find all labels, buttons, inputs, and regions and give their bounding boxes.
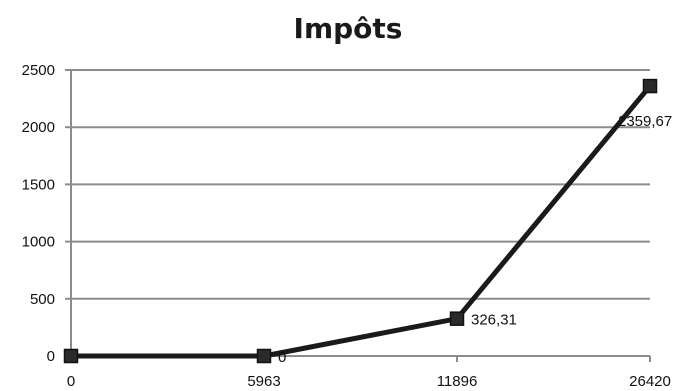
data-label: 326,31 <box>471 312 517 329</box>
series <box>63 78 658 364</box>
data-point-marker <box>63 348 79 364</box>
data-label: 2359,67 <box>618 113 672 130</box>
labels: 0 500 1000 1500 2000 2500 0 5963 11896 26420 0 326,… <box>22 62 673 390</box>
data-label: 0 <box>278 349 286 366</box>
x-tick-label: 0 <box>67 373 75 390</box>
y-tick-label: 500 <box>30 291 55 308</box>
y-tick-label: 2500 <box>22 62 55 79</box>
x-tick-label: 26420 <box>629 373 671 390</box>
x-tick-label: 11896 <box>437 373 478 390</box>
y-tick-label: 2000 <box>22 119 55 136</box>
data-point-marker <box>256 348 272 364</box>
series-line <box>68 83 653 359</box>
gridlines <box>71 69 650 357</box>
x-tick-label: 5963 <box>247 373 280 390</box>
chart-title: Impôts <box>294 12 403 45</box>
data-point-marker <box>449 311 465 326</box>
y-tick-label: 1500 <box>22 176 55 193</box>
y-tick-label: 1000 <box>22 234 55 251</box>
y-tick-label: 0 <box>47 348 55 365</box>
axes <box>65 69 651 362</box>
data-point-marker <box>642 78 658 94</box>
